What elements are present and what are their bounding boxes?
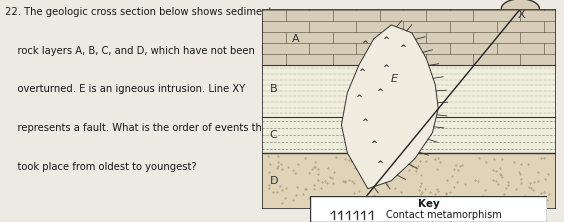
Text: Contact metamorphism: Contact metamorphism xyxy=(386,210,502,220)
Text: took place from oldest to youngest?: took place from oldest to youngest? xyxy=(6,162,197,172)
Text: represents a fault. What is the order of events that: represents a fault. What is the order of… xyxy=(6,123,272,133)
Bar xyxy=(262,65,556,117)
Text: D: D xyxy=(270,176,278,186)
Text: Key: Key xyxy=(418,199,439,209)
Text: ^: ^ xyxy=(382,36,389,45)
Text: ^: ^ xyxy=(359,68,365,77)
Text: ^: ^ xyxy=(376,88,383,97)
Text: ^: ^ xyxy=(399,44,407,53)
Text: ^: ^ xyxy=(362,40,368,49)
Text: ^: ^ xyxy=(376,160,383,169)
Text: 22. The geologic cross section below shows sedimentary: 22. The geologic cross section below sho… xyxy=(6,7,289,17)
Bar xyxy=(262,153,556,209)
Text: ^: ^ xyxy=(362,118,368,127)
Text: B: B xyxy=(270,84,277,94)
Bar xyxy=(262,9,556,65)
Polygon shape xyxy=(341,25,438,189)
Bar xyxy=(262,117,556,153)
Text: ^: ^ xyxy=(370,140,377,149)
Text: ^: ^ xyxy=(382,64,389,73)
Text: A: A xyxy=(292,34,299,44)
Text: overturned. E is an igneous intrusion. Line XY: overturned. E is an igneous intrusion. L… xyxy=(6,84,246,94)
Text: E: E xyxy=(391,74,398,84)
Text: rock layers A, B, C, and D, which have not been: rock layers A, B, C, and D, which have n… xyxy=(6,46,255,56)
Text: C: C xyxy=(270,130,277,140)
Text: X: X xyxy=(518,10,526,20)
Text: ^: ^ xyxy=(355,94,363,103)
Text: Y: Y xyxy=(362,218,368,222)
